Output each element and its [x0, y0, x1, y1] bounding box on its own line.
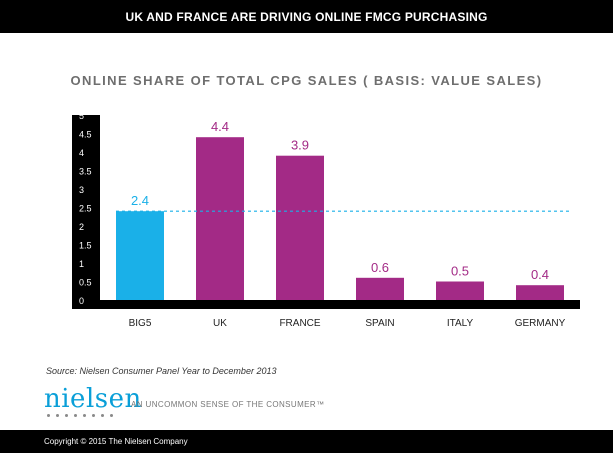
y-axis-band [72, 115, 100, 309]
chart-title: ONLINE SHARE OF TOTAL CPG SALES ( BASIS:… [70, 73, 543, 88]
bar [196, 137, 244, 300]
bar [436, 281, 484, 300]
y-tick-label: 1 [79, 259, 84, 269]
bar-chart: 0 0.5 1 1.5 2 2.5 3 3.5 4 4.5 5 2.4 BIG5 4.4 UK 3.9 FRAN… [72, 111, 580, 329]
bar [276, 155, 324, 300]
x-axis-baseline [100, 300, 580, 309]
y-tick-label: 2 [79, 222, 84, 232]
y-tick-label: 0 [79, 296, 84, 306]
y-tick-label: 4.5 [79, 130, 92, 140]
x-tick-label: ITALY [447, 318, 474, 329]
y-tick-label: 1.5 [79, 241, 92, 251]
x-tick-label: GERMANY [515, 318, 566, 329]
slide-title-bar: UK AND FRANCE ARE DRIVING ONLINE FMCG PU… [0, 0, 613, 33]
data-label: 3.9 [291, 138, 309, 153]
data-label: 0.4 [531, 267, 549, 282]
x-tick-label: SPAIN [365, 318, 394, 329]
y-tick-label: 2.5 [79, 204, 92, 214]
bar [516, 285, 564, 300]
data-label: 0.6 [371, 260, 389, 275]
footer-bar: Copyright © 2015 The Nielsen Company [0, 430, 613, 453]
logo-wordmark: nielsen [44, 384, 142, 414]
copyright-text: Copyright © 2015 The Nielsen Company [44, 437, 188, 446]
x-tick-label: UK [213, 318, 227, 329]
data-label: 0.5 [451, 264, 469, 279]
logo-dots [44, 414, 142, 417]
data-label: 4.4 [211, 119, 229, 134]
bar [356, 277, 404, 300]
source-note: Source: Nielsen Consumer Panel Year to D… [46, 366, 277, 376]
y-tick-label: 5 [79, 111, 84, 121]
y-tick-label: 3 [79, 185, 84, 195]
bar [116, 211, 164, 300]
x-tick-label: FRANCE [279, 318, 320, 329]
x-tick-label: BIG5 [129, 318, 152, 329]
data-label: 2.4 [131, 193, 149, 208]
y-tick-label: 0.5 [79, 278, 92, 288]
y-tick-label: 4 [79, 148, 84, 158]
slide-title: UK AND FRANCE ARE DRIVING ONLINE FMCG PU… [125, 9, 488, 24]
logo-tagline: AN UNCOMMON SENSE OF THE CONSUMER™ [131, 400, 325, 409]
nielsen-logo: nielsen [44, 386, 142, 417]
y-tick-label: 3.5 [79, 167, 92, 177]
